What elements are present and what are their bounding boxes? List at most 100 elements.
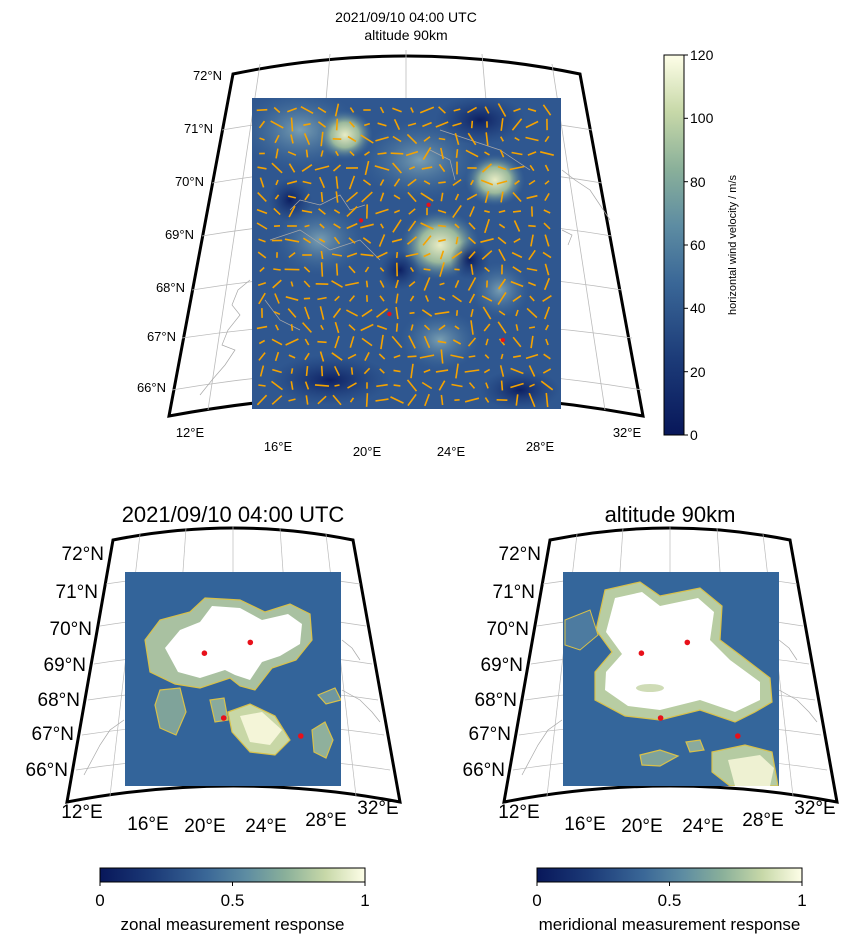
wind-arrow <box>307 366 308 376</box>
wind-arrow <box>322 366 323 376</box>
top-lat-70: 70°N <box>175 174 204 189</box>
br-lon-28: 28°E <box>742 810 783 831</box>
station-marker <box>501 338 505 342</box>
br-small-region-3 <box>686 740 704 752</box>
wind-arrow <box>397 252 398 258</box>
br-lon-32: 32°E <box>794 798 835 819</box>
top-lon-12: 12°E <box>176 425 205 440</box>
station-marker <box>426 203 430 207</box>
wind-arrow <box>292 118 293 132</box>
wind-arrow <box>257 110 268 111</box>
bl-lat-67: 67°N <box>32 724 74 745</box>
bl-cbar-tick-0: 0 <box>95 891 104 910</box>
br-colorbar-label: meridional measurement response <box>539 915 801 934</box>
wind-arrow <box>337 119 338 131</box>
wind-arrow <box>472 121 473 128</box>
bl-lon-16: 16°E <box>127 814 168 835</box>
wind-arrow <box>292 324 293 331</box>
top-lon-16: 16°E <box>264 439 293 454</box>
wind-arrow <box>424 269 431 270</box>
top-map: 2021/09/10 04:00 UTC altitude 90km <box>137 9 739 459</box>
station-marker <box>202 650 208 656</box>
bl-lon-28: 28°E <box>305 810 346 831</box>
top-cbar-tick-20: 20 <box>690 364 706 380</box>
bl-lat-71: 71°N <box>56 582 98 603</box>
wind-arrow <box>367 281 368 288</box>
br-title: altitude 90km <box>605 502 736 527</box>
bl-colorbar-gradient <box>100 868 365 882</box>
br-colorbar-gradient <box>537 868 802 882</box>
wind-arrow <box>469 356 476 357</box>
wind-arrow <box>502 381 503 391</box>
bl-cbar-tick-1: 1 <box>360 891 369 910</box>
station-marker <box>359 218 363 222</box>
top-lat-66: 66°N <box>137 380 166 395</box>
station-marker <box>685 640 691 646</box>
top-cbar-tick-40: 40 <box>690 300 706 316</box>
br-lon-12: 12°E <box>498 802 539 823</box>
top-lat-71: 71°N <box>184 121 213 136</box>
top-cbar-tick-80: 80 <box>690 174 706 190</box>
bl-response-field <box>125 572 341 786</box>
wind-arrow <box>337 263 338 275</box>
wind-arrow <box>438 182 445 183</box>
station-marker <box>221 715 227 721</box>
bl-lon-32: 32°E <box>357 798 398 819</box>
bl-title: 2021/09/10 04:00 UTC <box>122 502 345 527</box>
wind-arrow <box>258 385 265 386</box>
top-lat-72: 72°N <box>193 68 222 83</box>
bl-lat-69: 69°N <box>44 655 86 676</box>
wind-arrow <box>322 262 323 276</box>
bl-lat-70: 70°N <box>50 619 92 640</box>
wind-arrow <box>391 153 404 154</box>
bl-colorbar-label: zonal measurement response <box>121 915 345 934</box>
br-lon-20: 20°E <box>621 816 662 837</box>
br-lat-68: 68°N <box>475 690 517 711</box>
wind-arrow <box>528 226 535 227</box>
br-lat-67: 67°N <box>469 724 511 745</box>
wind-arrow <box>397 323 398 331</box>
top-colorbar-gradient <box>664 55 684 435</box>
top-title-line1: 2021/09/10 04:00 UTC <box>335 9 477 25</box>
br-cbar-tick-1: 1 <box>797 891 806 910</box>
bl-lat-68: 68°N <box>38 690 80 711</box>
wind-arrow <box>457 149 458 158</box>
bottom-right-map: altitude 90km <box>463 502 837 934</box>
bl-cbar-tick-0.5: 0.5 <box>221 891 245 910</box>
top-lon-28: 28°E <box>526 439 555 454</box>
top-colorbar-label: horizontal wind velocity / m/s <box>727 175 739 315</box>
br-colorbar: 0 0.5 1 meridional measurement response <box>532 868 806 934</box>
wind-arrow <box>307 150 308 158</box>
bl-colorbar: 0 0.5 1 zonal measurement response <box>95 868 369 934</box>
br-lat-70: 70°N <box>487 619 529 640</box>
wind-arrow <box>335 385 340 386</box>
br-cbar-tick-0: 0 <box>532 891 541 910</box>
top-lat-69: 69°N <box>165 227 194 242</box>
wind-arrow <box>394 385 401 386</box>
top-colorbar-ticks: 0 20 40 60 80 100 120 <box>684 47 714 443</box>
wind-arrow <box>410 313 415 314</box>
top-cbar-tick-100: 100 <box>690 110 714 126</box>
bl-lat-66: 66°N <box>26 760 68 781</box>
br-lon-16: 16°E <box>564 814 605 835</box>
wind-arrow <box>513 211 521 212</box>
bl-lat-72: 72°N <box>62 544 104 565</box>
bl-lon-24: 24°E <box>245 816 286 837</box>
wind-arrow <box>439 139 445 140</box>
bl-lon-12: 12°E <box>61 802 102 823</box>
br-response-field <box>563 572 779 786</box>
station-marker <box>298 733 304 739</box>
top-lat-68: 68°N <box>156 280 185 295</box>
wind-arrow <box>317 342 326 343</box>
top-wind-field <box>240 90 561 410</box>
wind-arrow <box>367 393 368 407</box>
top-lat-67: 67°N <box>147 329 176 344</box>
br-lat-66: 66°N <box>463 760 505 781</box>
br-lat-72: 72°N <box>499 544 541 565</box>
wind-arrow <box>457 310 458 316</box>
wind-arrow <box>292 368 293 373</box>
top-cbar-tick-60: 60 <box>690 237 706 253</box>
wind-arrow <box>438 226 446 227</box>
top-cbar-tick-0: 0 <box>690 427 698 443</box>
